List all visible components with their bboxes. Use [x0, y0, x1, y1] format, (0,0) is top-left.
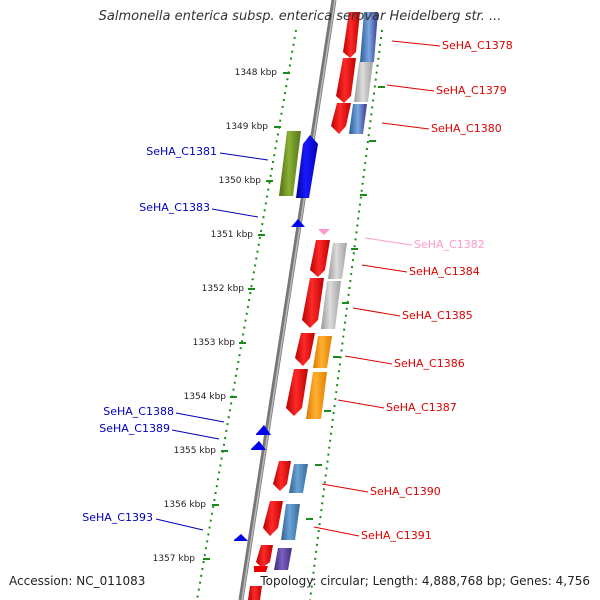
scale-label: 1357 kbp	[153, 554, 196, 564]
leader-line	[337, 399, 385, 409]
left-tick-track	[196, 29, 297, 600]
gene-label-faded[interactable]: SeHA_C1382	[414, 238, 485, 251]
gene-seha-c1388[interactable]	[256, 425, 271, 435]
gene-seha-c1386[interactable]	[295, 333, 332, 368]
gene-label[interactable]: SeHA_C1383	[139, 201, 210, 214]
gene-label[interactable]: SeHA_C1386	[394, 357, 465, 370]
leader-line	[361, 264, 408, 273]
gene-seha-c1393[interactable]	[234, 534, 248, 541]
scale-label: 1350 kbp	[219, 176, 262, 186]
gene-seha-c1391[interactable]	[263, 501, 300, 540]
gene-label[interactable]: SeHA_C1385	[402, 309, 473, 322]
gene-seha-c1380[interactable]	[331, 103, 367, 134]
gene-unlabeled-lower[interactable]	[248, 545, 292, 600]
leader-line	[175, 412, 225, 423]
gene-label[interactable]: SeHA_C1387	[386, 401, 457, 414]
accession-label: Accession: NC_011083	[9, 574, 146, 588]
leader-line	[313, 526, 360, 537]
leader-line	[344, 355, 393, 365]
scale-label: 1355 kbp	[174, 446, 217, 456]
gene-seha-c1387[interactable]	[286, 369, 327, 419]
gene-seha-c1379[interactable]	[336, 58, 373, 103]
leader-line	[219, 152, 269, 161]
scale-label: 1348 kbp	[235, 68, 278, 78]
gene-seha-c1389[interactable]	[251, 441, 266, 450]
leader-line	[155, 518, 204, 531]
gene-seha-c1384[interactable]	[310, 240, 347, 279]
leader-line	[364, 237, 413, 246]
scale-label: 1349 kbp	[226, 122, 269, 132]
genome-backbone	[238, 0, 337, 600]
gene-label[interactable]: SeHA_C1390	[370, 485, 441, 498]
gene-seha-c1390[interactable]	[273, 461, 308, 493]
scale-label: 1352 kbp	[202, 284, 245, 294]
scale-label: 1351 kbp	[211, 230, 254, 240]
leader-line	[391, 40, 441, 47]
gene-seha-c1382[interactable]	[318, 229, 330, 235]
gene-seha-c1381[interactable]	[279, 131, 318, 198]
gene-label[interactable]: SeHA_C1389	[99, 422, 170, 435]
leader-line	[386, 84, 435, 92]
right-tick-track	[309, 29, 383, 600]
topology-label: Topology: circular; Length: 4,888,768 bp…	[260, 574, 590, 588]
gene-seha-c1383[interactable]	[291, 219, 305, 227]
gene-seha-c1378[interactable]	[343, 12, 378, 62]
scale-label: 1353 kbp	[193, 338, 236, 348]
scale-label: 1356 kbp	[164, 500, 207, 510]
leader-line	[381, 122, 430, 130]
gene-label[interactable]: SeHA_C1381	[146, 145, 217, 158]
scale-ticks	[203, 72, 290, 560]
genome-title: Salmonella enterica subsp. enterica sero…	[98, 9, 502, 24]
leader-line	[321, 483, 369, 493]
gene-label[interactable]: SeHA_C1388	[103, 405, 174, 418]
leader-line	[171, 429, 220, 440]
scale-label: 1354 kbp	[184, 392, 227, 402]
gene-label[interactable]: SeHA_C1393	[82, 511, 153, 524]
gene-label[interactable]: SeHA_C1378	[442, 39, 513, 52]
gene-label[interactable]: SeHA_C1380	[431, 122, 502, 135]
gene-label[interactable]: SeHA_C1384	[409, 265, 480, 278]
gene-label[interactable]: SeHA_C1391	[361, 529, 432, 542]
right-ticks	[306, 86, 385, 520]
gene-seha-c1385[interactable]	[302, 278, 341, 329]
leader-line	[352, 307, 401, 317]
leader-line	[211, 208, 259, 218]
gene-label[interactable]: SeHA_C1379	[436, 84, 507, 97]
